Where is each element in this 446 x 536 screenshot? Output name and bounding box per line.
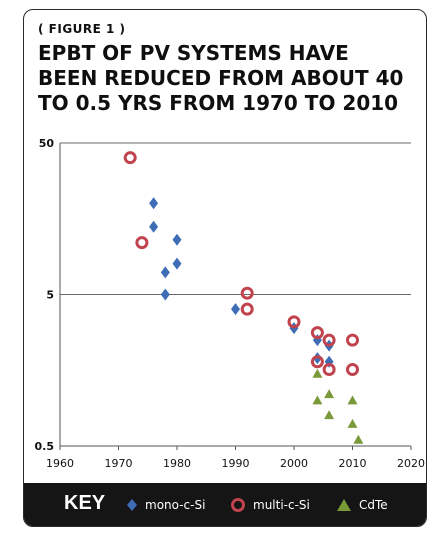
point-cdte [353, 434, 364, 444]
point-multi-c-si [322, 362, 336, 376]
ring-marker-icon [231, 497, 245, 512]
point-multi-c-si [123, 151, 137, 165]
legend-label: mono-c-Si [145, 497, 206, 512]
legend-item-mono-c-si: mono-c-Si [126, 483, 205, 526]
point-multi-c-si [135, 236, 149, 250]
point-mono-c-si [149, 220, 159, 233]
y-tick-label: 0.5 [35, 440, 55, 453]
point-mono-c-si [160, 288, 170, 301]
point-mono-c-si [172, 257, 182, 270]
chart-title: EPBT OF PV SYSTEMS HAVE BEEN REDUCED FRO… [38, 41, 404, 115]
diamond-marker-icon [127, 498, 137, 511]
point-cdte [324, 410, 335, 420]
x-tick-label: 2020 [397, 457, 425, 470]
point-mono-c-si [231, 303, 240, 316]
x-tick-label: 1980 [163, 457, 191, 470]
point-mono-c-si [149, 197, 159, 210]
point-cdte [324, 389, 335, 399]
point-multi-c-si [310, 326, 324, 340]
x-tick-label: 1970 [105, 457, 133, 470]
x-tick-label: 1960 [46, 457, 74, 470]
scatter-chart: 0.5 5 50 1960 1970 1980 1990 2000 2010 2020 [35, 137, 426, 470]
point-multi-c-si [287, 315, 301, 329]
figure-label: ( FIGURE 1 ) [38, 22, 126, 36]
point-multi-c-si [346, 362, 359, 376]
legend-item-cdte: CdTe [336, 483, 388, 526]
legend-label: CdTe [359, 497, 388, 512]
point-cdte [347, 395, 358, 405]
point-multi-c-si [310, 355, 324, 369]
x-tick-label: 2000 [280, 457, 308, 470]
point-multi-c-si [322, 333, 336, 347]
point-cdte [312, 368, 323, 378]
figure-card: ( FIGURE 1 ) EPBT OF PV SYSTEMS HAVE BEE… [23, 9, 427, 527]
legend-bar: KEY mono-c-Si multi-c-Si CdTe [24, 483, 426, 526]
legend-item-multi-c-si: multi-c-Si [230, 483, 310, 526]
legend-title: KEY [64, 492, 106, 514]
x-tick-label: 2010 [339, 457, 367, 470]
y-tick-label: 5 [46, 289, 54, 302]
y-tick-label: 50 [39, 137, 55, 150]
triangle-marker-icon [337, 498, 351, 511]
point-mono-c-si [172, 233, 182, 246]
legend-label: multi-c-Si [253, 497, 310, 512]
point-multi-c-si [240, 286, 254, 300]
point-cdte [312, 395, 323, 405]
point-multi-c-si [346, 333, 359, 347]
x-tick-label: 1990 [222, 457, 250, 470]
point-multi-c-si [240, 302, 254, 316]
point-cdte [347, 418, 358, 428]
point-mono-c-si [160, 266, 170, 279]
